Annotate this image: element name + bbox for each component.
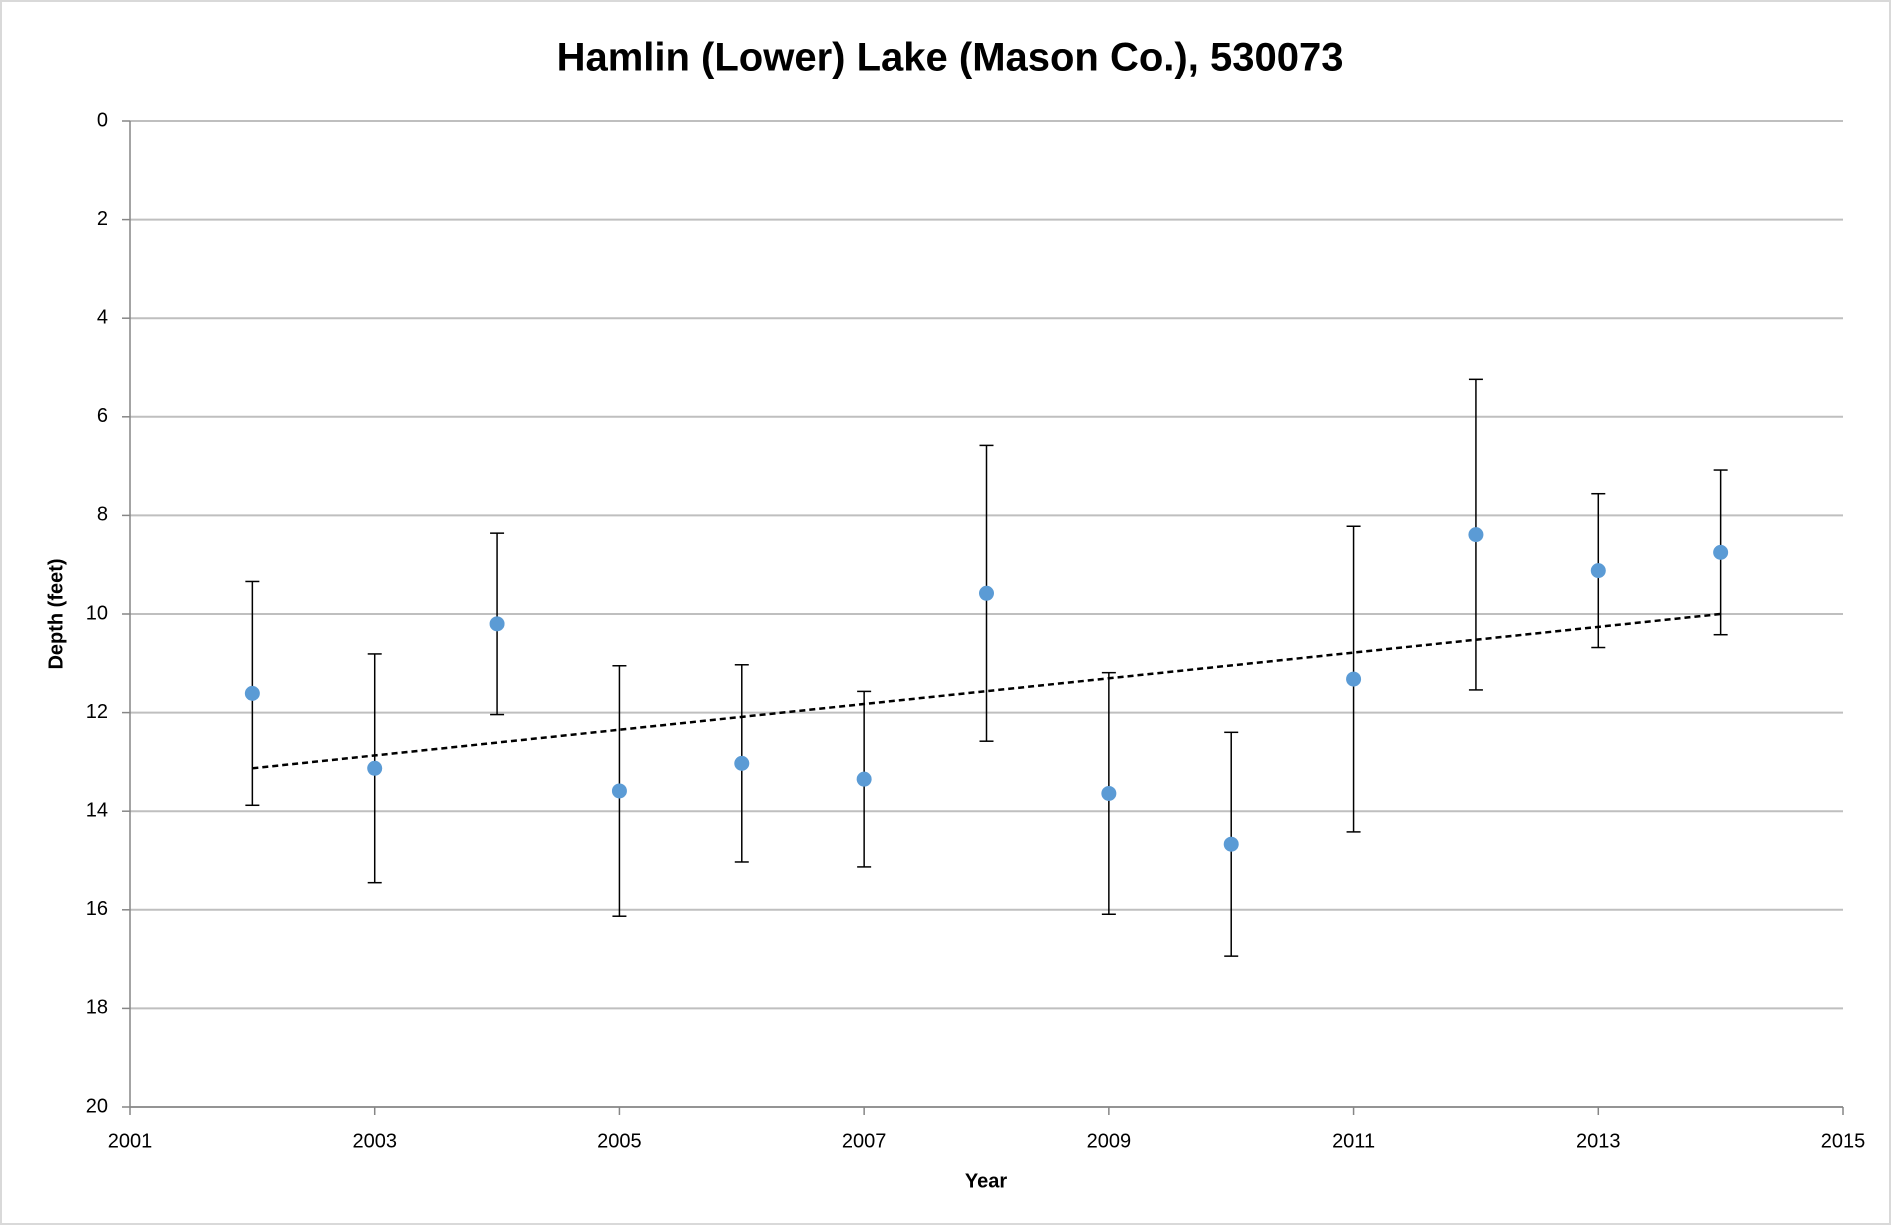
x-tick-label: 2005 xyxy=(597,1130,642,1152)
data-point xyxy=(1713,544,1729,560)
x-tick-label: 2001 xyxy=(108,1130,153,1152)
data-point xyxy=(734,755,750,771)
data-point xyxy=(1590,563,1606,579)
data-point xyxy=(856,771,872,787)
data-point xyxy=(489,616,505,632)
x-tick-label: 2013 xyxy=(1576,1130,1621,1152)
data-point xyxy=(244,685,260,701)
x-tick-label: 2011 xyxy=(1332,1130,1375,1152)
data-point xyxy=(1223,836,1239,852)
chart-title: Hamlin (Lower) Lake (Mason Co.), 530073 xyxy=(557,36,1344,80)
y-tick-label: 10 xyxy=(86,602,108,624)
data-point xyxy=(1346,671,1362,687)
y-tick-label: 6 xyxy=(97,405,108,427)
x-tick-label: 2009 xyxy=(1087,1130,1132,1152)
y-axis-label: Depth (feet) xyxy=(45,558,67,669)
data-point xyxy=(1468,527,1484,543)
y-tick-label: 12 xyxy=(86,701,108,723)
data-point xyxy=(979,585,994,601)
y-tick-label: 4 xyxy=(97,306,108,328)
trend-line xyxy=(252,612,1721,770)
x-tick-label: 2003 xyxy=(352,1130,397,1152)
y-tick-label: 0 xyxy=(97,109,108,131)
y-tick-label: 16 xyxy=(86,898,108,920)
data-point xyxy=(367,760,383,776)
y-tick-label: 8 xyxy=(97,504,108,526)
x-tick-label: 2007 xyxy=(842,1130,887,1152)
data-point xyxy=(1101,785,1117,801)
y-tick-label: 2 xyxy=(97,208,108,230)
y-tick-label: 20 xyxy=(86,1095,108,1117)
data-point xyxy=(611,783,627,799)
y-tick-label: 14 xyxy=(86,799,108,821)
x-axis-label: Year xyxy=(965,1170,1007,1192)
x-tick-label: 2015 xyxy=(1821,1130,1866,1152)
y-tick-label: 18 xyxy=(86,997,108,1019)
